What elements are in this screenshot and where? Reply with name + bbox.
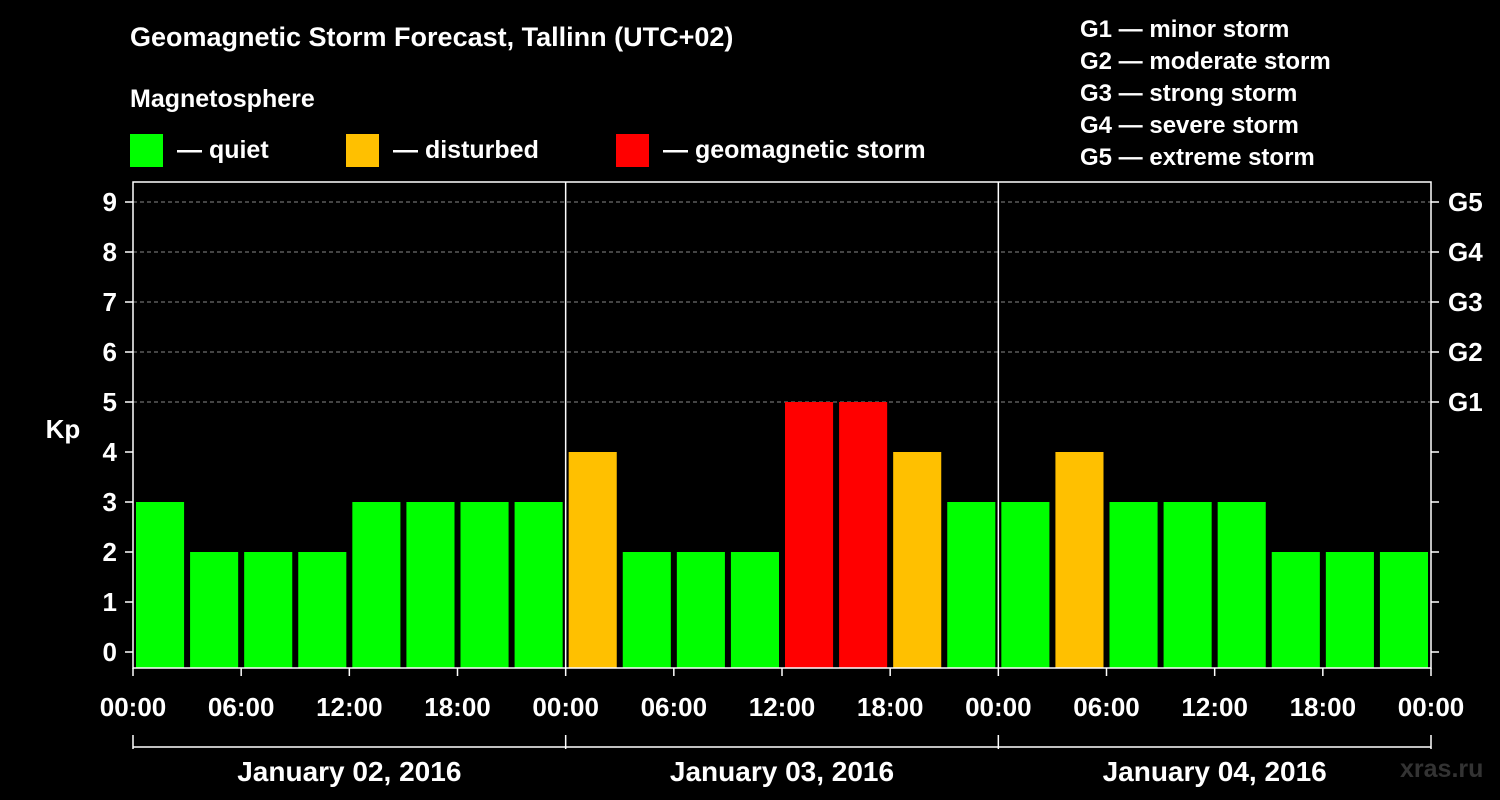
x-tick-label: 00:00 — [965, 692, 1032, 722]
g-scale-label: G2 — [1448, 337, 1483, 367]
storm-scale-g1: G1 — minor storm — [1080, 16, 1290, 43]
legend-disturbed: — disturbed — [346, 133, 539, 167]
storm-scale-g2: G2 — moderate storm — [1080, 48, 1331, 75]
kp-bar — [893, 452, 942, 668]
storm-scale-g5: G5 — extreme storm — [1080, 144, 1315, 171]
storm-scale-legend: G1 — minor storm G2 — moderate storm G3 … — [1080, 14, 1331, 174]
g-scale-label: G4 — [1448, 237, 1483, 267]
x-tick-label: 18:00 — [424, 692, 491, 722]
y-tick-label: 9 — [103, 187, 117, 217]
y-tick-label: 6 — [103, 337, 117, 367]
kp-bar — [730, 552, 779, 668]
legend-label-storm: — geomagnetic storm — [663, 135, 926, 164]
kp-bar — [947, 502, 996, 668]
kp-bar — [136, 502, 185, 668]
kp-bar — [1109, 502, 1158, 668]
y-tick-label: 0 — [103, 637, 117, 667]
kp-bar — [1055, 452, 1104, 668]
y-tick-label: 3 — [103, 487, 117, 517]
x-tick-label: 00:00 — [100, 692, 167, 722]
x-tick-label: 06:00 — [208, 692, 275, 722]
day-label: January 04, 2016 — [1103, 756, 1327, 787]
kp-bar — [1271, 552, 1320, 668]
y-axis-label: Kp — [46, 414, 81, 444]
y-tick-label: 2 — [103, 537, 117, 567]
x-tick-label: 00:00 — [532, 692, 599, 722]
chart-title: Geomagnetic Storm Forecast, Tallinn (UTC… — [130, 22, 734, 52]
kp-bar — [352, 502, 401, 668]
kp-bar — [1001, 502, 1050, 668]
x-tick-label: 06:00 — [641, 692, 708, 722]
g-scale-label: G1 — [1448, 387, 1483, 417]
day-label: January 02, 2016 — [237, 756, 461, 787]
x-tick-label: 00:00 — [1398, 692, 1465, 722]
y-tick-label: 8 — [103, 237, 117, 267]
kp-bar — [514, 502, 563, 668]
kp-bar — [190, 552, 239, 668]
day-label: January 03, 2016 — [670, 756, 894, 787]
g-scale-label: G5 — [1448, 187, 1483, 217]
y-tick-label: 1 — [103, 587, 117, 617]
x-tick-label: 18:00 — [857, 692, 924, 722]
kp-bar — [460, 502, 509, 668]
kp-bar — [406, 502, 455, 668]
storm-scale-g3: G3 — strong storm — [1080, 80, 1298, 107]
kp-bar — [1379, 552, 1428, 668]
legend-swatch-disturbed — [346, 133, 379, 167]
legend-quiet: — quiet — [130, 133, 269, 167]
kp-bar — [676, 552, 725, 668]
y-tick-label: 4 — [103, 437, 118, 467]
x-tick-label: 06:00 — [1073, 692, 1140, 722]
kp-bar — [1217, 502, 1266, 668]
legend-label-quiet: — quiet — [177, 135, 269, 164]
kp-bar — [244, 552, 293, 668]
legend-storm: — geomagnetic storm — [616, 133, 926, 167]
legend-heading: Magnetosphere — [130, 85, 315, 113]
y-tick-label: 5 — [103, 387, 117, 417]
kp-bar — [839, 402, 888, 668]
legend-swatch-storm — [616, 133, 649, 167]
g-scale-label: G3 — [1448, 287, 1483, 317]
y-tick-label: 7 — [103, 287, 117, 317]
x-tick-label: 18:00 — [1290, 692, 1357, 722]
x-tick-label: 12:00 — [1181, 692, 1248, 722]
legend-swatch-quiet — [130, 133, 163, 167]
storm-scale-g4: G4 — severe storm — [1080, 112, 1299, 139]
kp-bar — [1325, 552, 1374, 668]
x-tick-label: 12:00 — [749, 692, 816, 722]
kp-bar — [568, 452, 617, 668]
watermark: xras.ru — [1400, 755, 1484, 783]
x-tick-label: 12:00 — [316, 692, 383, 722]
kp-bar — [1163, 502, 1212, 668]
kp-bar — [622, 552, 671, 668]
legend-label-disturbed: — disturbed — [393, 135, 539, 164]
kp-bar — [298, 552, 347, 668]
kp-bar — [785, 402, 834, 668]
